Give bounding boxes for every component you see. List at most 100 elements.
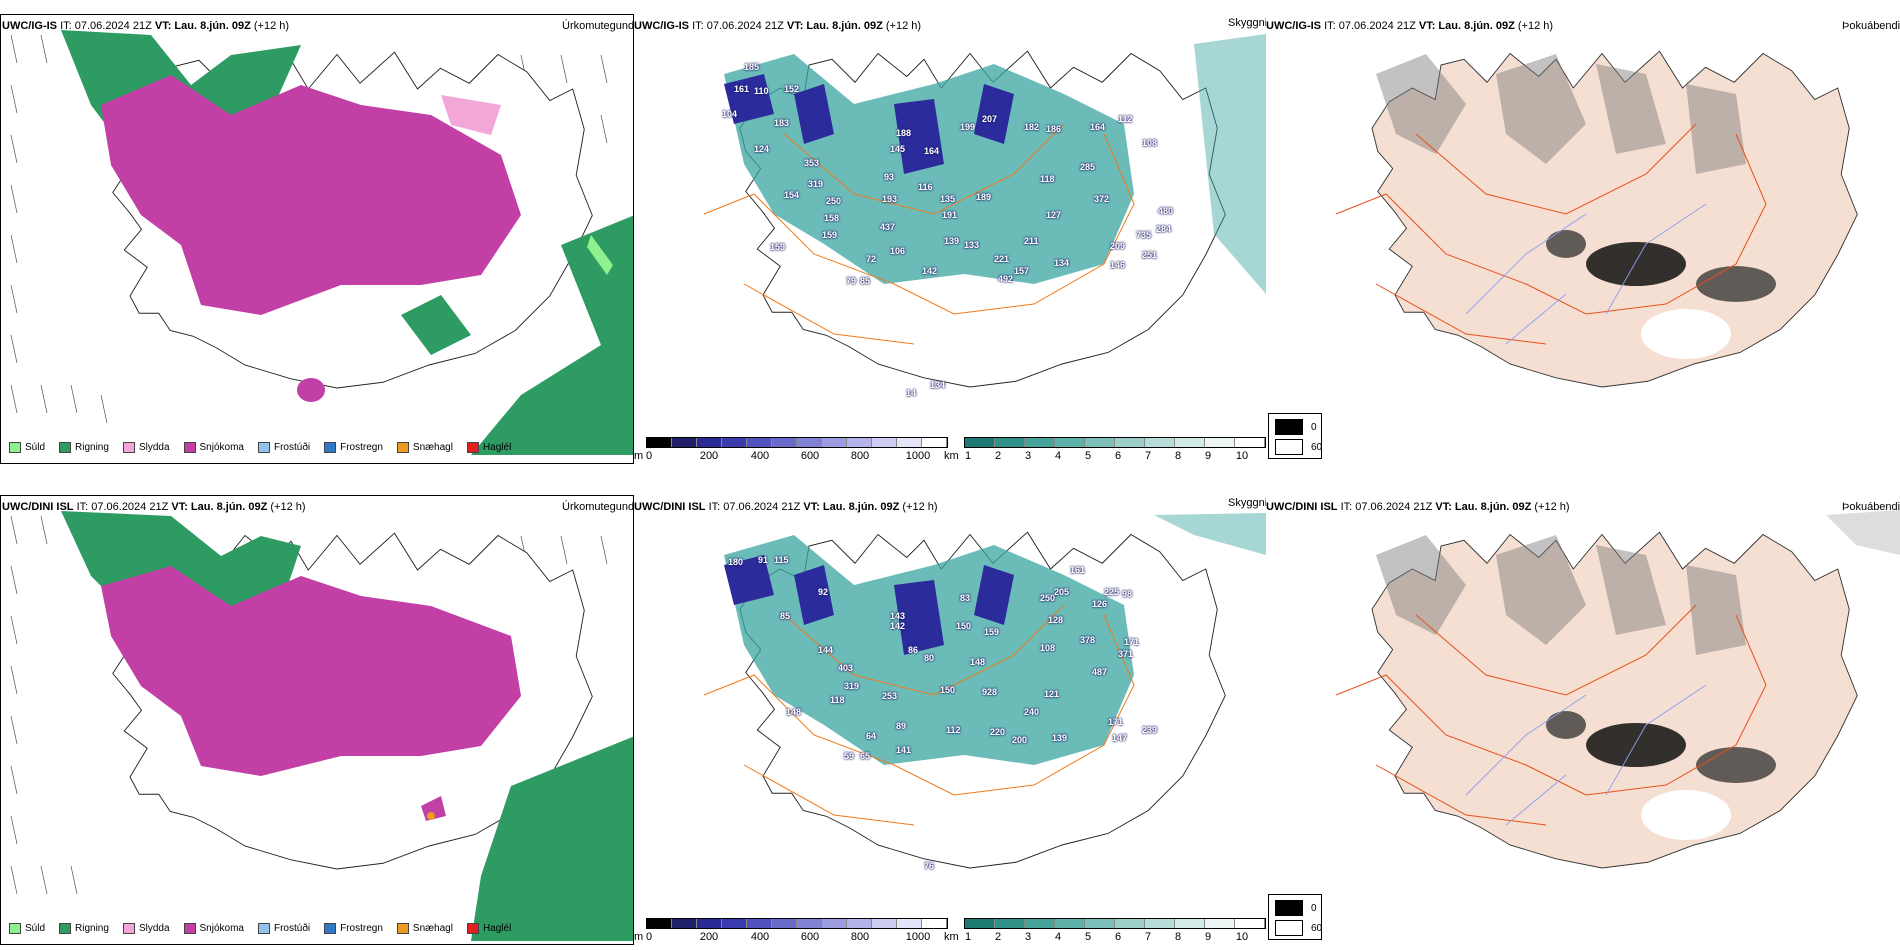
- peak-label: 59: [844, 751, 855, 761]
- colorbar-tick: 9: [1204, 450, 1212, 462]
- peak-label: 116: [918, 182, 933, 192]
- colorbar-tick: 10: [1235, 450, 1249, 462]
- legend-item: Slydda: [122, 442, 170, 453]
- peak-label: 480: [1158, 206, 1174, 216]
- peak-label: 65: [860, 751, 871, 761]
- peak-label: 239: [1142, 725, 1158, 735]
- peak-label: 110: [754, 86, 769, 96]
- legend-item: Haglél: [466, 442, 511, 453]
- peak-label: 98: [1122, 589, 1133, 599]
- header-visibility-row1: UWC/IG-IS IT: 07.06.2024 21Z VT: Lau. 8.…: [634, 20, 922, 32]
- wind-barbs: [10, 515, 608, 895]
- colorbar-tick: 400: [750, 450, 770, 462]
- peak-label: 80: [924, 653, 935, 663]
- visibility-panel-row2: 180 91 115 92 85 143 83 144 403 319 253 …: [634, 495, 1266, 915]
- peak-label: 186: [1046, 124, 1062, 134]
- peak-label: 144: [818, 645, 834, 655]
- peak-label: 205: [1054, 587, 1070, 597]
- legend-item: Haglél: [466, 923, 511, 934]
- peak-label: 185: [744, 62, 760, 72]
- colorbar-tick: 4: [1054, 450, 1062, 462]
- peak-label: 164: [924, 146, 940, 156]
- peak-label: 171: [1108, 717, 1124, 727]
- colorbar-unit: km: [944, 450, 959, 462]
- swatch-sudd: [9, 442, 21, 453]
- panel-title-precip-row1: Úrkomutegund: [562, 20, 635, 32]
- peak-label: 126: [1092, 599, 1108, 609]
- fog-swatch-black: [1275, 419, 1303, 435]
- peak-label: 79: [846, 276, 857, 286]
- height-colorbar-row1: m 0 200 400 600 800 1000: [634, 437, 948, 463]
- legend-item: Slydda: [122, 923, 170, 934]
- peak-label: 319: [808, 179, 824, 189]
- legend-item: Snæhagl: [396, 923, 453, 934]
- header-visibility-row2: UWC/DINI ISL IT: 07.06.2024 21Z VT: Lau.…: [634, 501, 938, 513]
- precip-panel-row1: Súld Rigning Slydda Snjókoma Frostúði Fr…: [0, 14, 634, 464]
- peak-label: 221: [994, 254, 1010, 264]
- peak-label: 150: [940, 685, 956, 695]
- visibility-map-row2: [703, 513, 1266, 869]
- peak-label: 191: [942, 210, 958, 220]
- peak-label: 128: [1048, 615, 1064, 625]
- peak-label: 182: [1024, 122, 1040, 132]
- peak-label: 139: [944, 236, 960, 246]
- visibility-colorbar-row2: km 1 2 3 4 5 6 7 8 9 10: [944, 918, 1266, 944]
- peak-label: 150: [956, 621, 972, 631]
- peak-label: 134: [1054, 258, 1070, 268]
- peak-label: 253: [882, 691, 898, 701]
- peak-label: 171: [1124, 637, 1140, 647]
- peak-label: 64: [866, 731, 877, 741]
- header-precip-row2: UWC/DINI ISL IT: 07.06.2024 21Z VT: Lau.…: [2, 501, 306, 513]
- peak-label: 159: [822, 230, 838, 240]
- colorbar-tick: 2: [994, 450, 1002, 462]
- colorbar-tick: 200: [699, 450, 719, 462]
- colorbar-tick: 3: [1024, 450, 1032, 462]
- colorbar-unit: m: [634, 450, 644, 462]
- peak-label: 240: [1024, 707, 1040, 717]
- peak-label: 93: [884, 172, 895, 182]
- swatch-snjokoma: [183, 442, 196, 453]
- peak-label: 372: [1094, 194, 1110, 204]
- peak-label: 108: [1040, 643, 1056, 653]
- peak-label: 371: [1118, 649, 1134, 659]
- colorbar-tick: 1000: [905, 450, 931, 462]
- peak-label: 437: [880, 222, 896, 232]
- peak-label: 106: [890, 246, 906, 256]
- legend-item: Súld: [9, 442, 45, 453]
- peak-label: 86: [908, 645, 919, 655]
- peak-label: 108: [1142, 138, 1158, 148]
- peak-label: 135: [940, 194, 956, 204]
- visibility-panel-row1: 185 161 110 104 152 183 124 353 154 319 …: [634, 14, 1266, 434]
- panel-title-visibility-row1: Skyggni: [1228, 17, 1268, 29]
- peak-label: 193: [882, 194, 898, 204]
- peak-label: 143: [890, 611, 906, 621]
- peak-label: 133: [964, 240, 980, 250]
- peak-label: 225: [1104, 587, 1120, 597]
- swatch-snaehagl: [396, 442, 409, 453]
- header-fog-row2: UWC/DINI ISL IT: 07.06.2024 21Z VT: Lau.…: [1266, 501, 1570, 513]
- header-precip-row1: UWC/IG-IS IT: 07.06.2024 21Z VT: Lau. 8.…: [2, 20, 290, 32]
- precip-map-row2: [1, 496, 633, 944]
- peak-label: 250: [826, 196, 842, 206]
- peak-label: 207: [982, 114, 998, 124]
- peak-label: 158: [824, 213, 840, 223]
- legend-item: Rigning: [59, 923, 109, 934]
- panel-title-visibility-row2: Skyggni: [1228, 497, 1268, 509]
- peak-label: 14: [906, 388, 917, 398]
- panel-title-fog-row1: Þokuábendi: [1842, 20, 1900, 32]
- panel-title-precip-row2: Úrkomutegund: [562, 501, 635, 513]
- peak-label: 209: [1110, 241, 1126, 251]
- legend-item: Snjókoma: [183, 923, 244, 934]
- peak-label: 112: [1118, 114, 1133, 124]
- peak-label: 148: [786, 707, 802, 717]
- legend-item: Súld: [9, 923, 45, 934]
- fog-swatch-white: [1275, 439, 1303, 455]
- peak-label: 142: [890, 621, 906, 631]
- peak-label: 735: [1136, 230, 1152, 240]
- swatch-frostregn: [324, 442, 337, 453]
- peak-label: 159: [984, 627, 1000, 637]
- colorbar-tick: 1: [964, 450, 972, 462]
- swatch-haglel: [466, 442, 479, 453]
- peak-label: 112: [946, 725, 961, 735]
- peak-label: 928: [982, 687, 998, 697]
